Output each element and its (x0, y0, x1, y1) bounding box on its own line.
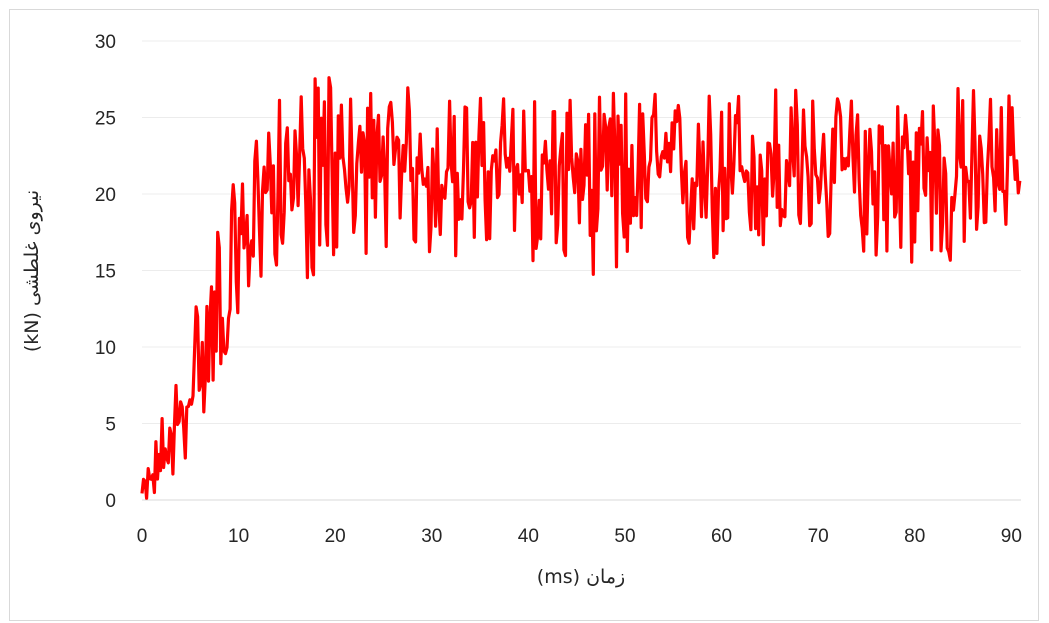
x-tick-label: 80 (904, 526, 925, 547)
x-tick-label: 90 (1001, 526, 1022, 547)
x-tick-label: 60 (711, 526, 732, 547)
y-tick-label: 10 (95, 338, 116, 359)
x-tick-label: 30 (421, 526, 442, 547)
y-tick-label: 20 (95, 185, 116, 206)
y-tick-labels: 0 5 10 15 20 25 30 (95, 32, 116, 512)
x-tick-label: 20 (325, 526, 346, 547)
x-axis-title: زمان (ms) (537, 566, 625, 588)
x-tick-label: 0 (137, 526, 148, 547)
y-axis-title: نیروی غلطشی (kN) (21, 190, 43, 352)
y-tick-label: 30 (95, 32, 116, 53)
x-tick-label: 10 (228, 526, 249, 547)
y-tick-label: 15 (95, 262, 116, 283)
y-tick-label: 5 (105, 415, 116, 436)
gridlines (142, 40, 1021, 501)
y-tick-label: 25 (95, 109, 116, 130)
series-line (140, 76, 1022, 500)
x-tick-label: 40 (518, 526, 539, 547)
x-tick-label: 70 (808, 526, 829, 547)
x-tick-label: 50 (614, 526, 635, 547)
series-layer (140, 76, 1022, 500)
y-tick-label: 0 (105, 491, 116, 512)
x-tick-labels: 0 10 20 30 40 50 60 70 80 90 (137, 526, 1022, 547)
